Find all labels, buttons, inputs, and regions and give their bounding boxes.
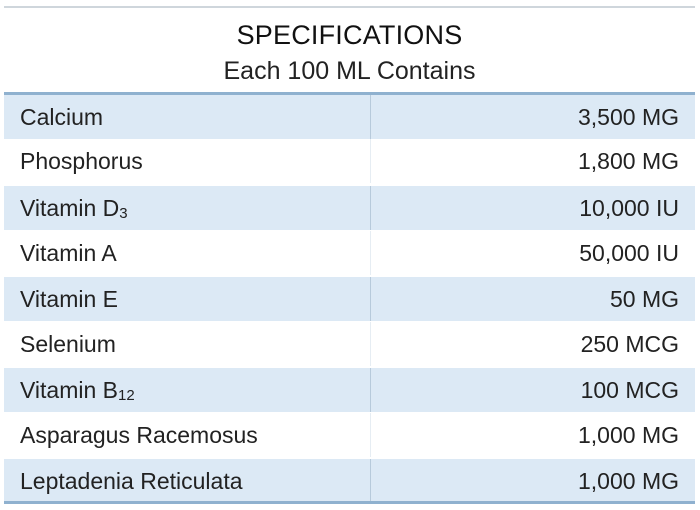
table-row: Phosphorus 1,800 MG — [4, 139, 695, 183]
ingredient-name: Phosphorus — [20, 148, 143, 174]
column-divider — [370, 277, 371, 321]
table-row: Vitamin B12 100 MCG — [4, 368, 695, 412]
ingredient-amount: 1,800 MG — [578, 148, 679, 174]
ingredient-amount: 50 MG — [609, 286, 679, 312]
ingredient-name: Vitamin A — [20, 240, 117, 266]
column-divider — [370, 368, 371, 412]
table-row: Calcium 3,500 MG — [4, 95, 695, 139]
ingredient-amount: 1,000 MG — [578, 422, 679, 448]
column-divider — [370, 231, 371, 275]
table-row: Vitamin E 50 MG — [4, 277, 695, 321]
bottom-divider — [4, 501, 695, 504]
ingredient-name: Vitamin B12 — [20, 377, 135, 404]
table-header: SPECIFICATIONS Each 100 ML Contains — [4, 8, 695, 92]
ingredient-name: Vitamin D3 — [20, 195, 128, 222]
table-subtitle: Each 100 ML Contains — [223, 57, 476, 85]
ingredient-name: Calcium — [20, 104, 104, 130]
ingredient-name: Vitamin E — [20, 286, 119, 312]
specifications-card: SPECIFICATIONS Each 100 ML Contains Calc… — [4, 6, 695, 504]
ingredient-amount: 50,000 IU — [579, 240, 679, 266]
specifications-table: Calcium 3,500 MG Phosphorus 1,800 MG Vit… — [4, 95, 695, 503]
ingredient-name: Asparagus Racemosus — [20, 422, 258, 448]
ingredient-amount: 1,000 MG — [578, 468, 679, 494]
table-row: Leptadenia Reticulata 1,000 MG — [4, 459, 695, 503]
column-divider — [370, 95, 371, 139]
ingredient-name: Leptadenia Reticulata — [20, 468, 243, 494]
ingredient-amount: 10,000 IU — [579, 195, 679, 221]
ingredient-amount: 3,500 MG — [578, 104, 679, 130]
ingredient-name: Selenium — [20, 331, 116, 357]
column-divider — [370, 459, 371, 503]
table-row: Asparagus Racemosus 1,000 MG — [4, 413, 695, 457]
ingredient-amount: 100 MCG — [580, 377, 679, 403]
table-row: Selenium 250 MCG — [4, 322, 695, 366]
column-divider — [370, 322, 371, 366]
table-row: Vitamin A 50,000 IU — [4, 231, 695, 275]
ingredient-amount: 250 MCG — [580, 331, 679, 357]
header-divider — [4, 92, 695, 95]
top-divider — [4, 6, 695, 8]
column-divider — [370, 139, 371, 183]
column-divider — [370, 186, 371, 230]
table-row: Vitamin D3 10,000 IU — [4, 186, 695, 230]
column-divider — [370, 413, 371, 457]
table-title: SPECIFICATIONS — [236, 20, 463, 50]
